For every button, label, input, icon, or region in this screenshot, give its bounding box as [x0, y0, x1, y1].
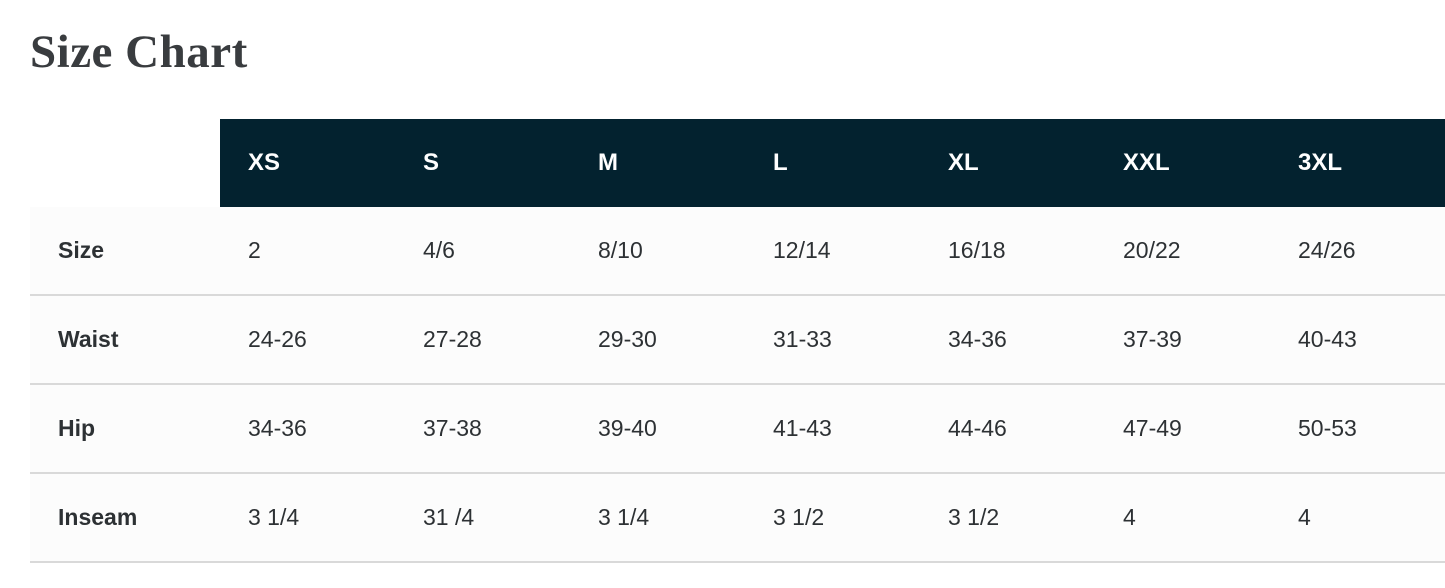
- col-header-xl: XL: [920, 119, 1095, 207]
- cell-inseam-l: 3 1/2: [773, 504, 825, 530]
- cell-size-3xl: 24/26: [1298, 237, 1356, 263]
- header-corner-cell: [30, 119, 220, 207]
- table-row-waist: Waist 24-26 27-28 29-30 31-33 34-36 37-3…: [30, 296, 1445, 385]
- row-label-size: Size: [58, 237, 105, 263]
- col-header-m: M: [570, 119, 745, 207]
- col-header-xs: XS: [220, 119, 395, 207]
- cell-inseam-m: 3 1/4: [598, 504, 650, 530]
- cell-waist-s: 27-28: [423, 326, 482, 352]
- cell-hip-l: 41-43: [773, 415, 832, 441]
- cell-hip-m: 39-40: [598, 415, 657, 441]
- cell-inseam-s: 31 /4: [423, 504, 475, 530]
- cell-hip-xs: 34-36: [248, 415, 307, 441]
- cell-waist-xl: 34-36: [948, 326, 1007, 352]
- page-title: Size Chart: [30, 26, 248, 78]
- cell-size-xxl: 20/22: [1123, 237, 1181, 263]
- cell-waist-xxl: 37-39: [1123, 326, 1182, 352]
- table-row-size: Size 2 4/6 8/10 12/14 16/18 20/22 24/26: [30, 207, 1445, 296]
- row-label-inseam: Inseam: [58, 504, 138, 530]
- row-label-hip: Hip: [58, 415, 96, 441]
- col-header-l: L: [745, 119, 920, 207]
- table-row-hip: Hip 34-36 37-38 39-40 41-43 44-46 47-49 …: [30, 385, 1445, 474]
- row-label-waist: Waist: [58, 326, 119, 352]
- cell-hip-xxl: 47-49: [1123, 415, 1182, 441]
- cell-inseam-xxl: 4: [1123, 504, 1136, 530]
- cell-inseam-xl: 3 1/2: [948, 504, 1000, 530]
- cell-hip-s: 37-38: [423, 415, 482, 441]
- cell-inseam-xs: 3 1/4: [248, 504, 300, 530]
- cell-size-m: 8/10: [598, 237, 643, 263]
- col-header-xxl: XXL: [1095, 119, 1270, 207]
- cell-size-xs: 2: [248, 237, 261, 263]
- cell-waist-xs: 24-26: [248, 326, 307, 352]
- col-header-s: S: [395, 119, 570, 207]
- table-row-inseam: Inseam 3 1/4 31 /4 3 1/4 3 1/2 3 1/2 4 4: [30, 474, 1445, 563]
- cell-hip-3xl: 50-53: [1298, 415, 1357, 441]
- cell-waist-3xl: 40-43: [1298, 326, 1357, 352]
- cell-size-l: 12/14: [773, 237, 831, 263]
- cell-waist-l: 31-33: [773, 326, 832, 352]
- cell-hip-xl: 44-46: [948, 415, 1007, 441]
- cell-size-s: 4/6: [423, 237, 455, 263]
- cell-waist-m: 29-30: [598, 326, 657, 352]
- size-chart-header-row: XS S M L XL XXL 3XL: [30, 119, 1445, 207]
- size-chart-table: XS S M L XL XXL 3XL Size 2 4/6 8/10 12/1…: [30, 119, 1445, 563]
- cell-size-xl: 16/18: [948, 237, 1006, 263]
- col-header-3xl: 3XL: [1270, 119, 1445, 207]
- cell-inseam-3xl: 4: [1298, 504, 1311, 530]
